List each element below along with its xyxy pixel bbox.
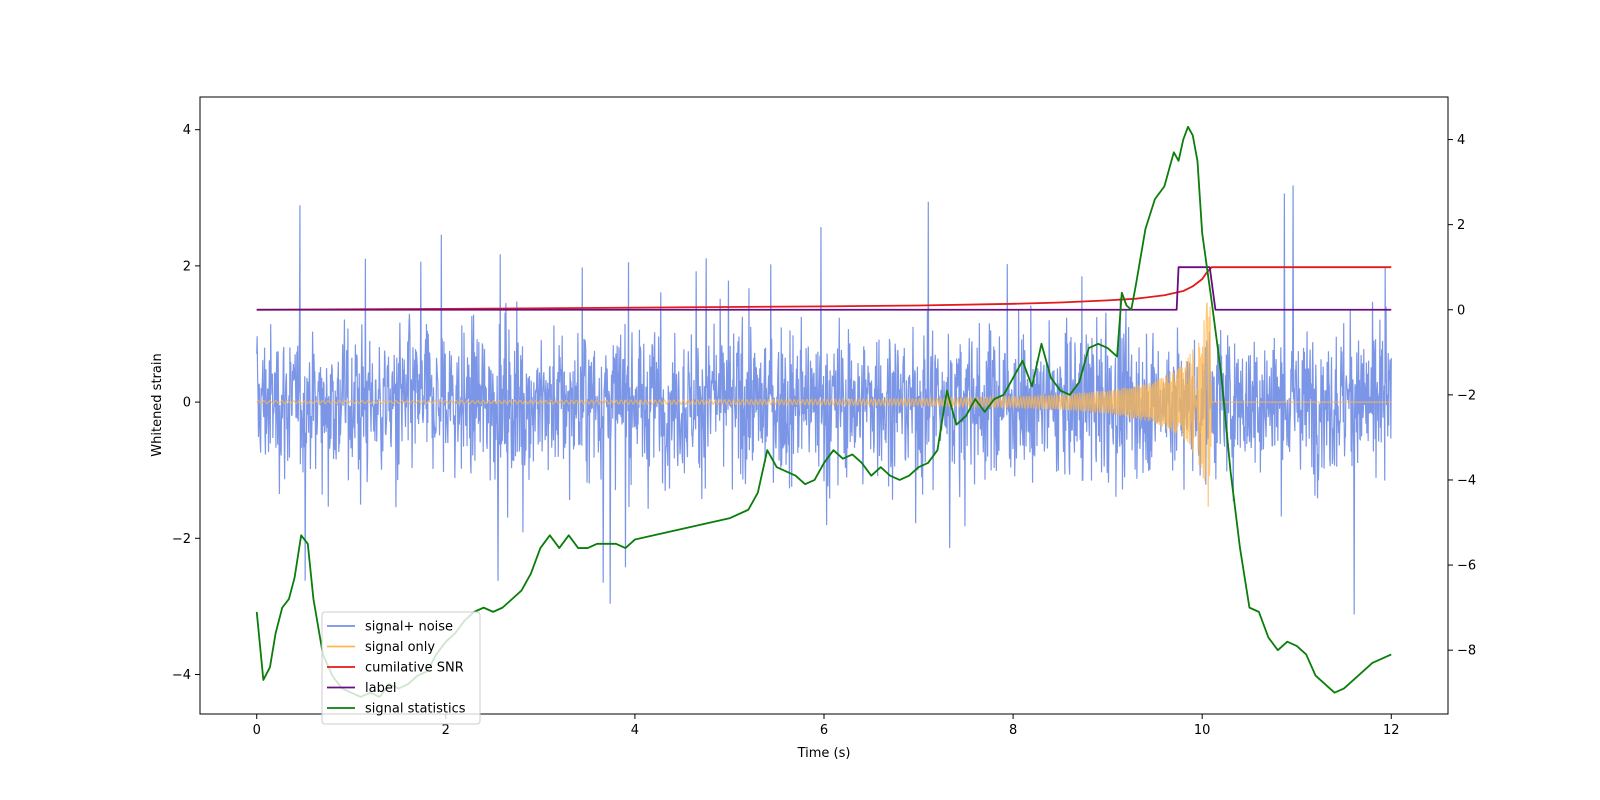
y-right-tick-label: −2 [1457, 388, 1476, 403]
series-signal-only-line [256, 302, 1392, 507]
legend-box [321, 611, 481, 725]
x-tick-label: 10 [1194, 723, 1211, 738]
y-right-tick-label: 2 [1457, 218, 1465, 233]
y-right-tick-label: −8 [1457, 644, 1476, 659]
series-label-line [256, 266, 1392, 311]
y-left-tick-label: −4 [172, 668, 191, 683]
y-axis-left: −4 −2 0 2 4 [172, 123, 200, 683]
y-left-tick-label: 2 [183, 259, 191, 274]
x-axis-label: Time (s) [797, 746, 851, 761]
y-axis-label: Whitened strain [150, 353, 165, 456]
x-tick-label: 8 [1009, 723, 1017, 738]
legend-entry-label: signal only [365, 640, 435, 655]
y-right-tick-label: 4 [1457, 133, 1465, 148]
legend-entry-label: signal statistics [365, 702, 466, 717]
x-tick-label: 12 [1383, 723, 1400, 738]
legend-entry-label: cumilative SNR [365, 661, 464, 676]
y-left-tick-label: −2 [172, 532, 191, 547]
legend-entry-label: signal+ noise [365, 620, 453, 635]
x-tick-label: 0 [253, 723, 261, 738]
y-right-tick-label: 0 [1457, 303, 1465, 318]
x-tick-label: 4 [631, 723, 639, 738]
y-right-tick-label: −6 [1457, 559, 1476, 574]
y-axis-right: −8 −6 −4 −2 0 2 4 [1448, 133, 1476, 659]
x-tick-label: 6 [820, 723, 828, 738]
y-left-tick-label: 4 [183, 123, 191, 138]
plot-area [255, 125, 1392, 698]
y-right-tick-label: −4 [1457, 473, 1476, 488]
x-tick-label: 2 [442, 723, 450, 738]
y-left-tick-label: 0 [183, 396, 191, 411]
legend: signal+ noise signal only cumilative SNR la… [321, 611, 481, 725]
legend-entry-label: label [365, 681, 396, 696]
